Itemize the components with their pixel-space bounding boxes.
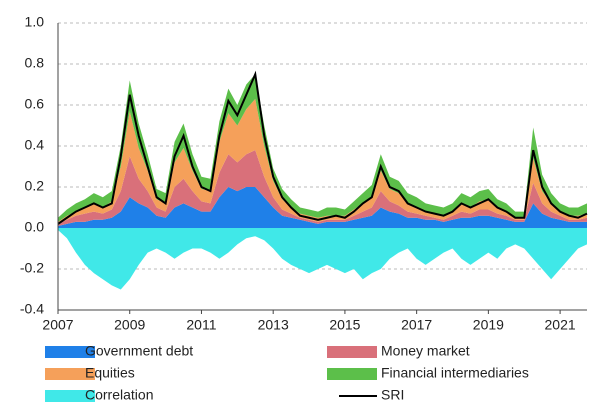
legend-label: Correlation [85,387,153,403]
x-tick-label: 2011 [186,317,216,333]
x-tick-label: 2009 [114,317,145,333]
legend-label: Money market [381,343,470,359]
legend-label: Financial intermediaries [381,365,529,381]
legend-label: Government debt [85,343,193,359]
line [57,70,588,225]
y-tick-label: 0.6 [25,96,45,112]
y-tick-label: -0.4 [20,301,44,317]
x-tick-label: 2015 [329,317,360,333]
area [58,228,587,290]
legend-swatch [45,390,95,402]
y-tick-label: 0.4 [25,137,45,153]
y-tick-label: -0.2 [20,260,44,276]
y-tick-label: 0.0 [25,219,45,235]
x-tick-label: 2013 [258,317,289,333]
legend-swatch [45,346,95,358]
x-tick-label: 2007 [42,317,73,333]
y-tick-label: 0.2 [25,178,45,194]
x-tick-label: 2017 [401,317,432,333]
legend-label: SRI [381,387,404,403]
x-tick-label: 2021 [545,317,576,333]
legend-swatch [327,346,377,358]
y-tick-label: 1.0 [25,14,45,30]
legend-label: Equities [85,365,135,381]
area [58,187,587,228]
x-tick-label: 2019 [473,317,504,333]
legend-swatch [45,368,95,380]
legend-swatch [327,368,377,380]
y-tick-label: 0.8 [25,55,45,71]
